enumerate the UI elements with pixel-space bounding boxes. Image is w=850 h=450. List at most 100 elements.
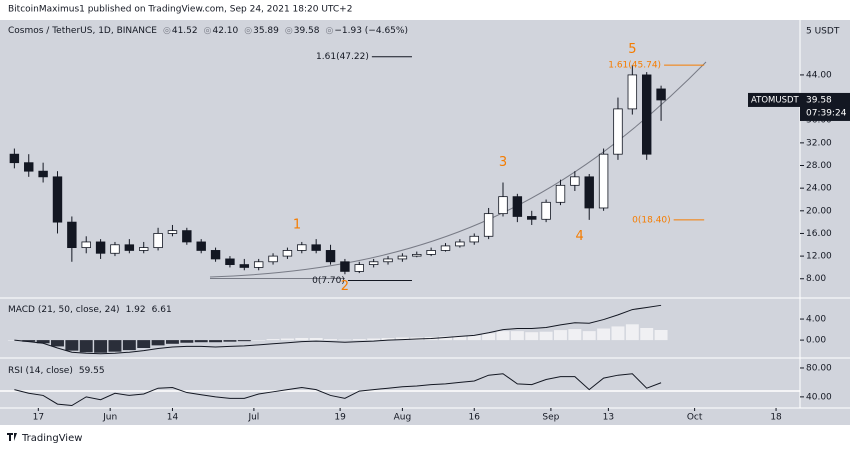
histogram-bar: [51, 340, 64, 347]
histogram-bar: [65, 340, 79, 351]
brand-logo: [7, 433, 17, 441]
histogram-bar: [510, 331, 524, 341]
brand: TradingView: [21, 433, 82, 444]
candle-body: [9, 153, 20, 164]
symbol-label: ATOMUSDT: [751, 95, 800, 105]
histogram-bar: [309, 338, 323, 341]
candle-body: [167, 230, 178, 234]
histogram-bar: [151, 340, 165, 346]
y-tick-label: 40.00: [806, 392, 832, 402]
histogram-bar: [194, 340, 208, 343]
histogram-bar: [568, 329, 582, 341]
histogram-bar: [324, 339, 338, 341]
y-tick-label: 12.00: [806, 252, 832, 262]
histogram-bar: [582, 331, 596, 341]
histogram-bar: [266, 339, 280, 341]
candle-body: [656, 88, 666, 101]
candle-body: [282, 250, 293, 257]
candle-body: [455, 241, 465, 247]
candle-body: [210, 250, 221, 260]
histogram-bar: [223, 340, 237, 342]
candle-body: [397, 255, 408, 260]
candle-body: [153, 233, 163, 249]
histogram-bar: [180, 340, 194, 343]
countdown: 07:39:24: [806, 108, 847, 118]
publisher: BitcoinMaximus1 published on TradingView…: [8, 5, 352, 15]
histogram-bar: [280, 338, 294, 341]
fib-label: 0(7.70): [312, 276, 345, 286]
price-tag: [748, 92, 800, 107]
histogram-bar: [482, 333, 496, 341]
histogram-bar: [640, 328, 654, 341]
ohlc-value: −1.93 (−4.65%): [334, 26, 408, 36]
x-tick-label: Oct: [687, 413, 703, 423]
candle-body: [81, 241, 91, 249]
histogram-bar: [108, 340, 122, 352]
ohlc-icon: ◎: [204, 26, 212, 36]
candle-body: [627, 74, 638, 110]
histogram-bar: [611, 326, 625, 341]
candle-body: [354, 264, 364, 272]
histogram-bar: [395, 337, 409, 341]
wave-label: 2: [341, 279, 349, 294]
candle-body: [598, 153, 609, 209]
wave-label: 3: [499, 155, 507, 170]
candle-body: [340, 261, 350, 272]
histogram-bar: [237, 340, 251, 342]
histogram-bar: [209, 340, 223, 343]
ohlc-value: 39.58: [294, 26, 320, 36]
candle-body: [527, 216, 537, 220]
candle-body: [541, 201, 551, 220]
histogram-bar: [22, 340, 36, 342]
wave-label: 4: [576, 229, 584, 244]
histogram-bar: [295, 338, 309, 341]
x-tick-label: 16: [469, 413, 481, 423]
x-tick-label: Aug: [394, 413, 412, 423]
last-price: 39.58: [806, 95, 832, 105]
histogram-bar: [352, 339, 366, 341]
candle-body: [440, 245, 451, 251]
histogram-bar: [467, 335, 481, 341]
histogram-bar: [453, 335, 467, 341]
y-tick-label: 32.00: [806, 138, 832, 148]
ohlc-value: 35.89: [253, 26, 279, 36]
candle-body: [483, 213, 494, 237]
candle-body: [426, 250, 436, 255]
rsi-title: RSI (14, close): [8, 366, 73, 376]
candle-body: [268, 255, 278, 263]
histogram-bar: [439, 336, 452, 341]
y-tick-label: 44.00: [806, 70, 832, 80]
rsi-value: 59.55: [79, 366, 105, 376]
candle-body: [325, 250, 336, 263]
macd-title: MACD (21, 50, close, 24): [8, 305, 120, 315]
candle-body: [196, 241, 206, 251]
legend: Cosmos / TetherUS, 1D, BINANCE ◎41.52 ◎42.…: [8, 26, 408, 36]
axis-note: 5 USDT: [806, 27, 840, 37]
histogram-bar: [381, 338, 395, 341]
fib-label: 1.61(45.74): [608, 61, 661, 71]
histogram-bar: [367, 338, 381, 341]
candle-body: [555, 184, 566, 203]
candle-body: [383, 258, 393, 263]
histogram-bar: [36, 340, 50, 344]
fib-label: 1.61(47.22): [316, 52, 369, 62]
candle-body: [24, 162, 34, 172]
ohlc-icon: ◎: [163, 26, 171, 36]
pane-title: MACD (21, 50, close, 24) 1.92 6.61: [8, 305, 172, 315]
histogram-bar: [338, 339, 352, 341]
candle-body: [253, 261, 264, 268]
candle-body: [297, 244, 307, 251]
ohlc-icon: ◎: [285, 26, 293, 36]
histogram-bar: [496, 331, 510, 341]
macd-value: 6.61: [152, 305, 172, 315]
x-tick-label: 13: [603, 413, 614, 423]
histogram-bar: [625, 324, 639, 341]
y-tick-label: 8.00: [806, 274, 826, 284]
candle-body: [641, 74, 652, 155]
histogram-bar: [525, 332, 539, 341]
histogram-bar: [554, 330, 567, 341]
rsi-line: [14, 373, 662, 407]
x-tick-label: Jun: [102, 413, 117, 423]
price-tag: [800, 92, 850, 121]
candle-body: [570, 176, 580, 186]
